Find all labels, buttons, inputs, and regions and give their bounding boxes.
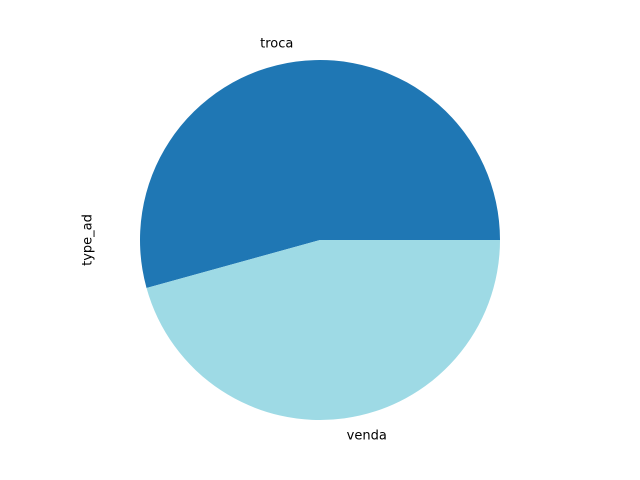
pie-slice-venda: [146, 240, 501, 421]
pie-slice-labels: troca venda: [260, 36, 387, 443]
slice-label-troca: troca: [260, 36, 293, 51]
y-axis-label: type_ad: [81, 214, 96, 266]
pie-slice-troca: [140, 60, 500, 289]
slice-label-venda: venda: [347, 429, 387, 444]
pie-slices: [140, 60, 501, 421]
